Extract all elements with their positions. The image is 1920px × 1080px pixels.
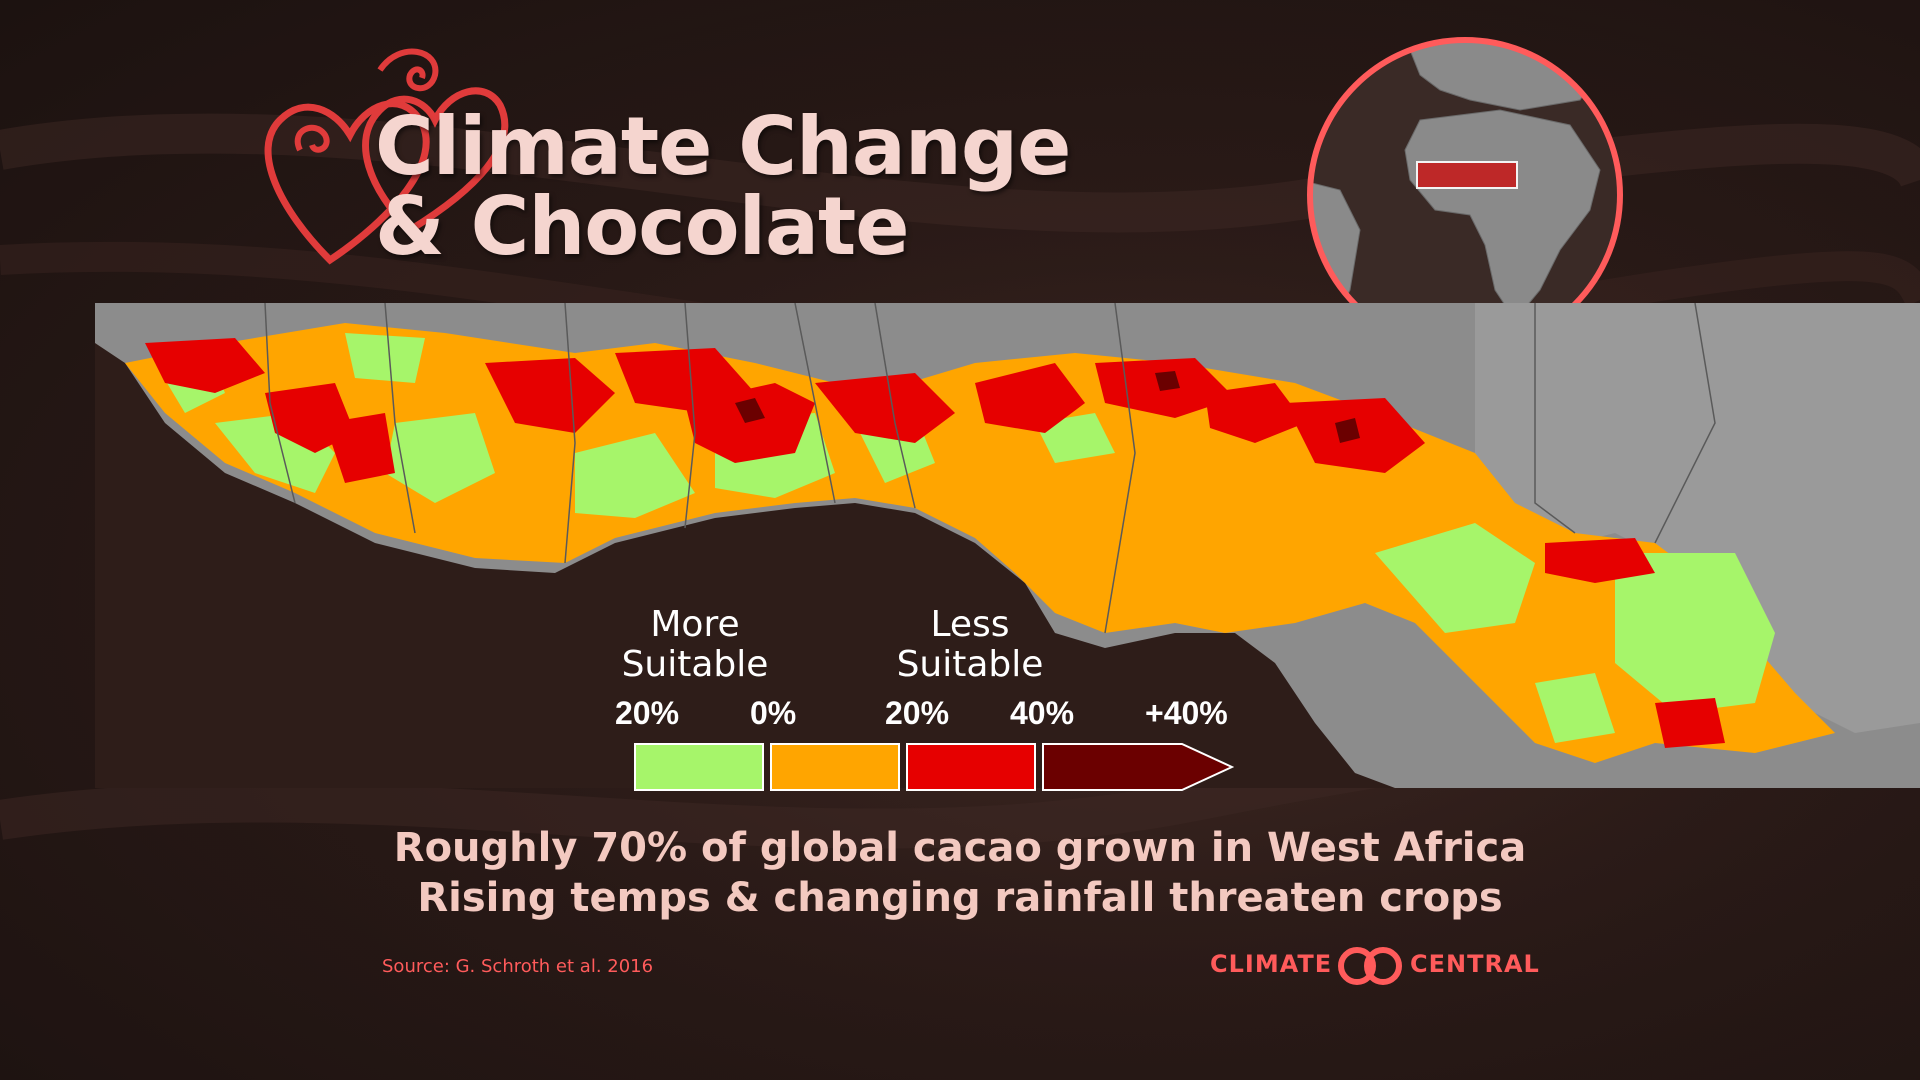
region-highlight — [1416, 161, 1518, 189]
legend: More Suitable Less Suitable 20% 0% 20% 4… — [600, 605, 1250, 805]
climate-central-logo: CLIMATE CENTRAL — [1210, 940, 1550, 990]
legend-more-label: More Suitable — [621, 604, 769, 685]
legend-swatch-much-less — [1042, 743, 1234, 791]
title-line-1: Climate Change — [375, 100, 1071, 193]
legend-tick-4: 40% — [1010, 695, 1075, 731]
hearts-icon — [264, 48, 509, 265]
subtitle-line-1: Roughly 70% of global cacao grown in Wes… — [393, 825, 1527, 871]
title-block: Climate Change & Chocolate — [260, 30, 1160, 280]
legend-swatch-neutral — [770, 743, 900, 791]
legend-tick-2: 0% — [750, 695, 797, 731]
subtitle-line-2: Rising temps & changing rainfall threate… — [417, 875, 1503, 921]
west-africa-map — [95, 303, 1920, 788]
legend-tick-3: 20% — [885, 695, 950, 731]
globe-locator — [1307, 37, 1623, 353]
title-line-2: & Chocolate — [375, 180, 910, 273]
brand-left-text: CLIMATE — [1210, 950, 1333, 978]
legend-less-label: Less Suitable — [896, 604, 1044, 685]
source-credit: Source: G. Schroth et al. 2016 — [382, 956, 654, 977]
brand-right-text: CENTRAL — [1410, 950, 1540, 978]
brand-rings-icon — [1338, 947, 1402, 985]
legend-tick-5: +40% — [1145, 695, 1228, 731]
legend-tick-1: 20% — [615, 695, 680, 731]
gulf-of-guinea — [95, 343, 1395, 788]
legend-swatch-less — [906, 743, 1036, 791]
legend-swatch-more — [634, 743, 764, 791]
